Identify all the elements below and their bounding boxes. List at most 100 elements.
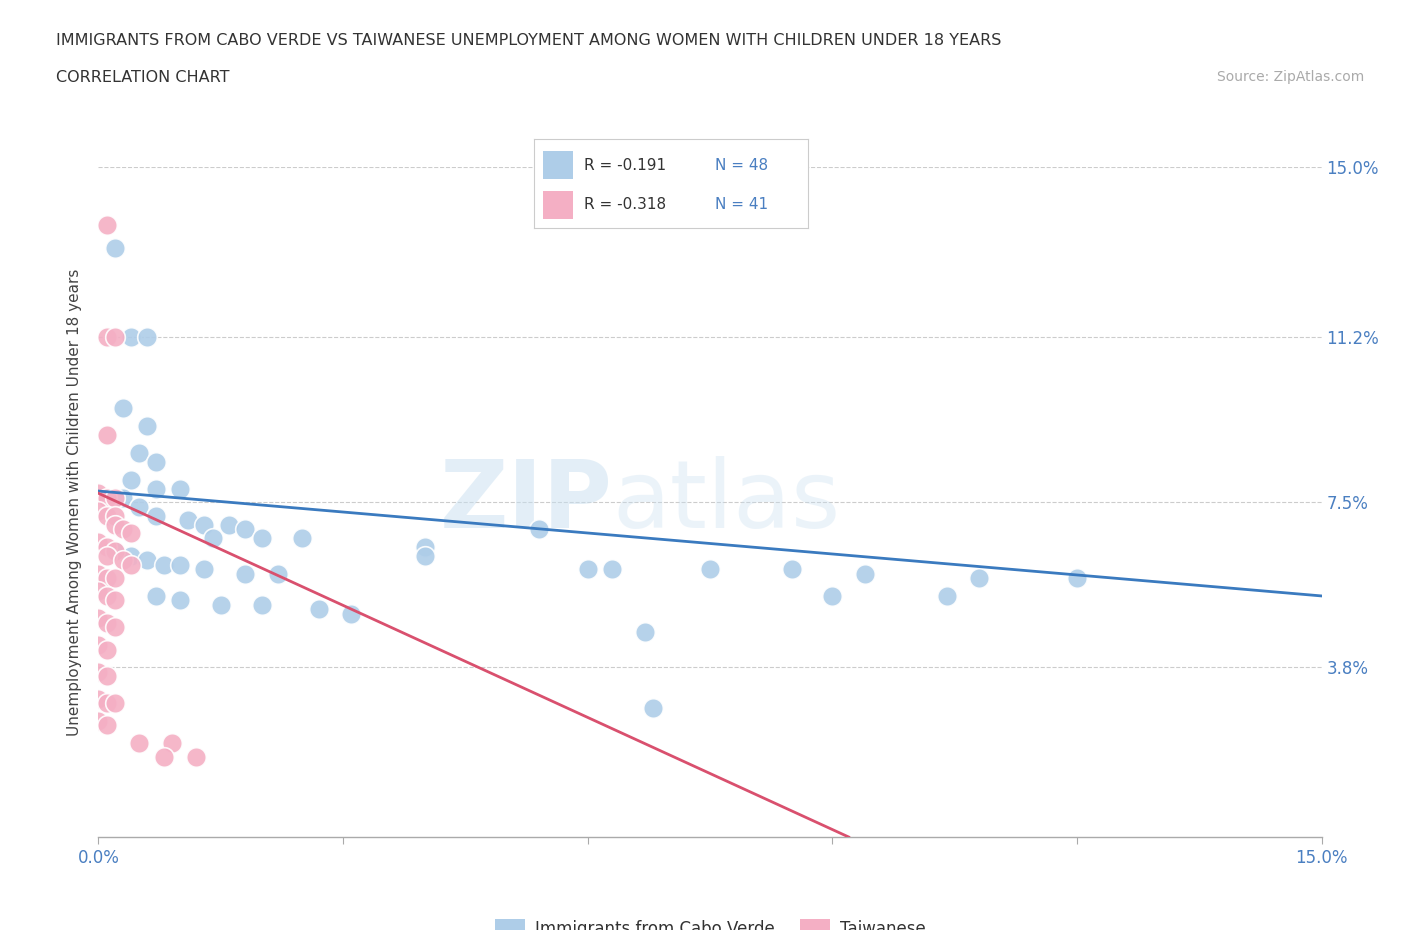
Text: R = -0.318: R = -0.318 bbox=[583, 197, 666, 212]
Point bbox=[87, 504, 110, 519]
Point bbox=[291, 530, 314, 545]
Point bbox=[233, 522, 256, 537]
Point bbox=[233, 566, 256, 581]
Point bbox=[527, 522, 550, 537]
Point bbox=[96, 218, 118, 232]
Point bbox=[87, 638, 110, 653]
Point bbox=[104, 544, 127, 559]
Point bbox=[136, 329, 159, 344]
Point bbox=[967, 571, 990, 586]
Y-axis label: Unemployment Among Women with Children Under 18 years: Unemployment Among Women with Children U… bbox=[67, 269, 83, 736]
Point bbox=[87, 566, 110, 581]
Point bbox=[177, 512, 200, 527]
Point bbox=[250, 597, 273, 612]
Point bbox=[96, 508, 118, 523]
Text: ZIP: ZIP bbox=[439, 457, 612, 548]
Point bbox=[104, 696, 127, 711]
Point bbox=[128, 445, 150, 460]
Text: N = 41: N = 41 bbox=[716, 197, 768, 212]
Point bbox=[104, 508, 127, 523]
Text: CORRELATION CHART: CORRELATION CHART bbox=[56, 70, 229, 85]
Point bbox=[201, 530, 224, 545]
Point bbox=[120, 549, 142, 564]
Point bbox=[780, 562, 803, 577]
Point bbox=[111, 401, 134, 416]
Point bbox=[96, 428, 118, 443]
Point bbox=[186, 750, 208, 764]
Point bbox=[699, 562, 721, 577]
Point bbox=[600, 562, 623, 577]
Bar bbox=[543, 151, 572, 179]
Point bbox=[169, 557, 191, 572]
Point bbox=[576, 562, 599, 577]
Point bbox=[641, 700, 664, 715]
Point bbox=[87, 584, 110, 599]
Point bbox=[413, 539, 436, 554]
Point bbox=[104, 490, 127, 505]
Point bbox=[853, 566, 876, 581]
Point bbox=[104, 593, 127, 608]
Point bbox=[128, 736, 150, 751]
Point bbox=[160, 736, 183, 751]
Point bbox=[120, 557, 142, 572]
Point bbox=[169, 482, 191, 497]
Text: IMMIGRANTS FROM CABO VERDE VS TAIWANESE UNEMPLOYMENT AMONG WOMEN WITH CHILDREN U: IMMIGRANTS FROM CABO VERDE VS TAIWANESE … bbox=[56, 33, 1001, 47]
Text: atlas: atlas bbox=[612, 457, 841, 548]
Point bbox=[128, 499, 150, 514]
Point bbox=[104, 517, 127, 532]
Point bbox=[111, 522, 134, 537]
Point bbox=[96, 549, 118, 564]
Point bbox=[96, 589, 118, 604]
Point bbox=[209, 597, 232, 612]
Point bbox=[111, 490, 134, 505]
Point bbox=[136, 418, 159, 433]
Point bbox=[120, 472, 142, 487]
Point bbox=[250, 530, 273, 545]
Point bbox=[87, 664, 110, 679]
Point bbox=[87, 535, 110, 550]
Point bbox=[87, 691, 110, 706]
Point bbox=[120, 329, 142, 344]
Point bbox=[145, 508, 167, 523]
Point bbox=[218, 517, 240, 532]
Point bbox=[935, 589, 957, 604]
Bar bbox=[543, 191, 572, 219]
Point bbox=[145, 589, 167, 604]
Point bbox=[111, 552, 134, 567]
Point bbox=[104, 571, 127, 586]
Point bbox=[96, 669, 118, 684]
Point bbox=[267, 566, 290, 581]
Point bbox=[193, 517, 215, 532]
Point bbox=[169, 593, 191, 608]
Point bbox=[87, 485, 110, 500]
Point bbox=[152, 750, 174, 764]
Point bbox=[152, 557, 174, 572]
Point bbox=[145, 482, 167, 497]
Text: N = 48: N = 48 bbox=[716, 157, 768, 173]
Text: Source: ZipAtlas.com: Source: ZipAtlas.com bbox=[1216, 70, 1364, 84]
Point bbox=[96, 616, 118, 631]
Point bbox=[308, 602, 330, 617]
Point bbox=[120, 526, 142, 541]
Point bbox=[96, 642, 118, 657]
Point bbox=[136, 552, 159, 567]
Point bbox=[821, 589, 844, 604]
Point bbox=[104, 619, 127, 634]
Point bbox=[340, 606, 363, 621]
Point bbox=[96, 718, 118, 733]
Point bbox=[413, 549, 436, 564]
Legend: Immigrants from Cabo Verde, Taiwanese: Immigrants from Cabo Verde, Taiwanese bbox=[488, 912, 932, 930]
Point bbox=[104, 329, 127, 344]
Point bbox=[104, 240, 127, 255]
Point bbox=[87, 611, 110, 626]
Point bbox=[104, 544, 127, 559]
Text: R = -0.191: R = -0.191 bbox=[583, 157, 666, 173]
Point bbox=[96, 539, 118, 554]
Point bbox=[87, 713, 110, 728]
Point bbox=[96, 571, 118, 586]
Point bbox=[1066, 571, 1088, 586]
Point bbox=[96, 329, 118, 344]
Point bbox=[145, 455, 167, 470]
Point bbox=[96, 696, 118, 711]
Point bbox=[634, 624, 657, 639]
